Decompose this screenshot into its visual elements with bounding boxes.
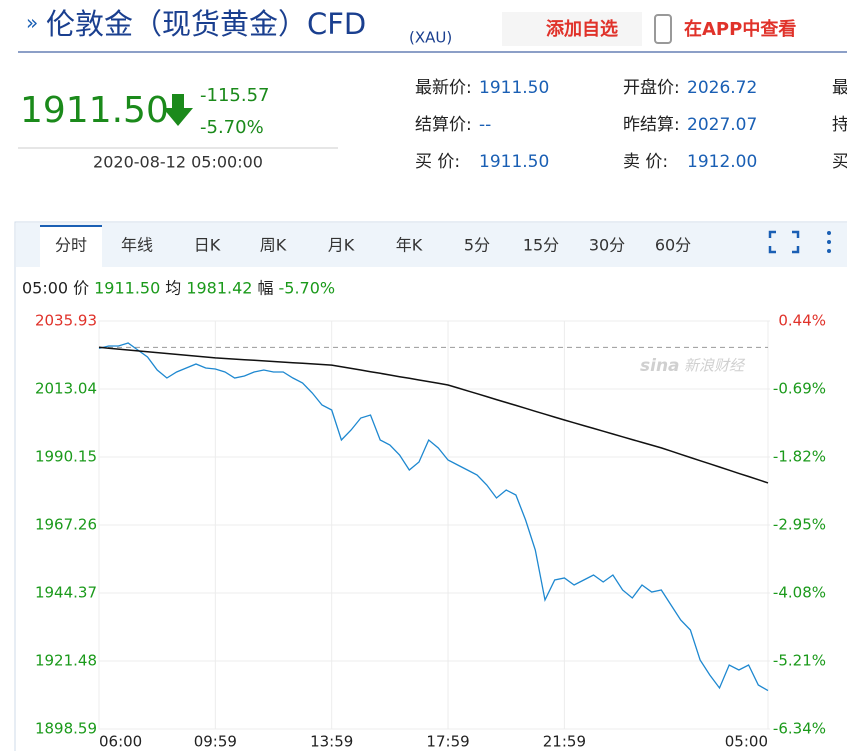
x-tick-label: 21:59 [543, 733, 586, 751]
field-value: 1911.50 [479, 152, 549, 172]
watermark-text: 新浪财经 [684, 357, 746, 375]
field-value: 1911.50 [479, 78, 549, 98]
x-tick-label: 13:59 [310, 733, 353, 751]
y2-tick-label: -0.69% [773, 380, 826, 398]
info-avg-label: 均 [165, 279, 181, 298]
x-tick-label: 17:59 [426, 733, 469, 751]
y2-tick-label: 0.44% [778, 312, 826, 330]
title-mark: » [26, 11, 38, 35]
y2-tick-label: -4.08% [773, 584, 826, 602]
y-tick-label: 1990.15 [35, 448, 97, 466]
y2-tick-label: -5.21% [773, 652, 826, 670]
y-tick-label: 2013.04 [35, 380, 97, 398]
field-label: 昨结算: [623, 115, 680, 135]
field-label: 买 价: [415, 152, 460, 172]
fullscreen-icon[interactable] [768, 230, 800, 254]
field-value: 2026.72 [687, 78, 757, 98]
field-label: 持 [832, 115, 847, 135]
y-tick-label: 1921.48 [35, 652, 97, 670]
add-button-bg[interactable] [502, 12, 642, 46]
quote-time: 2020-08-12 05:00:00 [93, 153, 263, 172]
tab[interactable]: 5分 [464, 236, 490, 255]
field-label: 卖 价: [623, 152, 668, 172]
x-tick-label: 05:00 [725, 733, 768, 751]
info-price: 1911.50 [94, 279, 160, 298]
code: (XAU) [409, 29, 452, 47]
field-label: 最新价: [415, 78, 472, 98]
tab[interactable]: 60分 [655, 236, 691, 255]
tab[interactable]: 分时 [55, 236, 87, 255]
field-label: 开盘价: [623, 78, 680, 98]
tab[interactable]: 日K [194, 236, 221, 255]
active-tab [40, 226, 102, 268]
y2-tick-label: -2.95% [773, 516, 826, 534]
field-label: 最 [832, 78, 847, 98]
y2-tick-label: -6.34% [773, 720, 826, 738]
change: -115.57 [200, 85, 269, 106]
tab[interactable]: 月K [328, 236, 355, 255]
price: 1911.50 [20, 90, 169, 131]
field-value: 1912.00 [687, 152, 757, 172]
y-tick-label: 2035.93 [35, 312, 97, 330]
y2-tick-label: -1.82% [773, 448, 826, 466]
tab[interactable]: 周K [260, 236, 287, 255]
y-tick-label: 1944.37 [35, 584, 97, 602]
field-value: -- [479, 115, 491, 135]
change-pct: -5.70% [200, 117, 264, 138]
field-value: 2027.07 [687, 115, 757, 135]
tab[interactable]: 年K [396, 236, 423, 255]
info-time: 05:00 [22, 279, 68, 298]
tab[interactable]: 年线 [121, 236, 153, 255]
menu-icon[interactable] [827, 231, 831, 253]
tab[interactable]: 30分 [589, 236, 625, 255]
info-pct: -5.70% [279, 279, 336, 298]
title: 伦敦金（现货黄金）CFD [46, 7, 366, 41]
y-tick-label: 1967.26 [35, 516, 97, 534]
y-tick-label: 1898.59 [35, 720, 97, 738]
down-arrow [163, 94, 193, 126]
info-pct-label: 幅 [257, 279, 273, 298]
app-button[interactable]: 在APP中查看 [684, 18, 796, 40]
x-tick-label: 06:00 [99, 733, 142, 751]
field-label: 结算价: [415, 115, 472, 135]
info-price-label: 价 [73, 279, 89, 298]
phone-icon [654, 14, 672, 44]
add-button[interactable]: 添加自选 [546, 18, 618, 40]
tab[interactable]: 15分 [523, 236, 559, 255]
chart-panel [14, 221, 847, 751]
average-line [98, 346, 769, 484]
x-tick-label: 09:59 [194, 733, 237, 751]
price-line [98, 342, 769, 692]
watermark-logo: sina [640, 356, 680, 376]
field-label: 买 [832, 152, 847, 172]
info-avg: 1981.42 [186, 279, 252, 298]
tab-bar [16, 223, 847, 267]
